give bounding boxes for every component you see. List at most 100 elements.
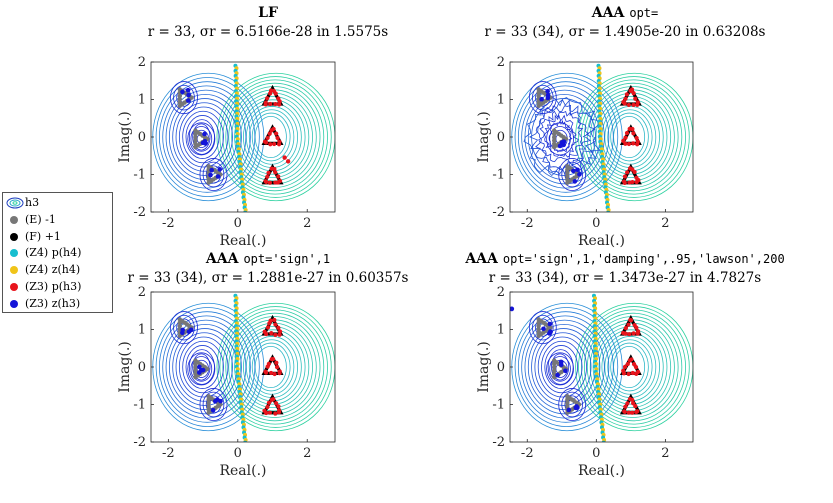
- contour-line: [173, 84, 195, 111]
- contour-line: [549, 356, 571, 382]
- y-tick-label: -1: [492, 398, 505, 413]
- y-tick-label: -2: [133, 435, 146, 450]
- pole-h3-point: [265, 174, 270, 179]
- zero-h3-point: [563, 368, 568, 374]
- neg-one-point: [536, 323, 541, 329]
- neg-one-point: [195, 360, 200, 365]
- zero-h3-point: [196, 370, 202, 375]
- pole-h3-point: [272, 317, 277, 323]
- contour-line: [199, 388, 228, 421]
- plot-area: [511, 63, 693, 212]
- pole-h3-point: [266, 400, 272, 405]
- y-tick-label: 2: [497, 55, 505, 70]
- pole-h3-point: [277, 369, 282, 374]
- contour-line: [538, 110, 584, 163]
- pole-h3-point: [622, 180, 627, 186]
- contour-line: [202, 161, 225, 188]
- pole-h3-point: [276, 325, 281, 330]
- pole-h3-point: [624, 130, 630, 136]
- subplot-title: AAA opt='sign',1,'damping',.95,'lawson',2…: [464, 251, 784, 267]
- pole-h3-point: [263, 102, 268, 107]
- contour-line: [222, 79, 328, 195]
- pole-h3-point: [630, 397, 635, 402]
- pole-h4-point: [601, 440, 606, 442]
- contour-line: [610, 112, 649, 162]
- contour-line: [158, 81, 256, 193]
- legend-label: (Z4) p(h4): [25, 246, 82, 260]
- legend-marker-icon: [10, 215, 18, 224]
- title-main: AAA: [591, 5, 626, 21]
- neg-one-point: [551, 138, 557, 143]
- pole-h3-point: [626, 371, 631, 377]
- contour-line: [528, 311, 557, 345]
- contour-line: [240, 99, 306, 175]
- zero-h3-point: [186, 329, 192, 335]
- pole-h3-point: [631, 331, 636, 336]
- plot-area: [510, 293, 693, 442]
- zero-h3-point: [559, 140, 565, 145]
- contour-line: [155, 307, 260, 427]
- contour-line: [251, 112, 291, 162]
- pole-h3-point: [268, 142, 273, 147]
- legend: h3 (E) -1 (F) +1 (Z4) p(h4) (Z4) z(h4) (Z3) p…: [2, 192, 113, 313]
- pole-h3-point: [630, 410, 635, 415]
- zero-h3-point: [577, 172, 582, 177]
- x-axis-label: Real(.): [578, 233, 625, 249]
- pole-h3-point: [628, 318, 634, 323]
- neg-one-point: [179, 318, 185, 324]
- legend-entry: (Z4) z(h4): [3, 262, 113, 278]
- neg-one-point: [551, 368, 557, 373]
- contour-line: [607, 109, 653, 165]
- neg-one-point: [538, 88, 544, 94]
- pole-h3-point: [277, 102, 282, 107]
- pole-h3-point: [274, 131, 279, 136]
- contour-line: [546, 352, 574, 386]
- neg-one-point: [565, 173, 570, 179]
- pole-h3-point: [633, 404, 638, 409]
- contour-line: [178, 336, 229, 398]
- pole-h3-point: [624, 92, 629, 97]
- contour-line: [613, 115, 646, 159]
- zero-h4-point: [244, 443, 248, 447]
- contour-line: [182, 110, 224, 164]
- pole-h3-point: [634, 135, 639, 141]
- contour-icon: [6, 197, 24, 212]
- pole-h3-point: [635, 409, 640, 414]
- contour-line: [528, 99, 597, 174]
- pole-h3-point: [273, 101, 278, 107]
- pole-h3-point: [268, 101, 273, 107]
- zero-h3-point: [217, 167, 223, 172]
- pole-h3-point: [264, 179, 269, 184]
- pole-h3-point: [629, 357, 634, 362]
- neg-one-point: [565, 403, 570, 409]
- contour-line: [586, 86, 679, 188]
- neg-one-point: [193, 368, 198, 373]
- pole-h3-point: [273, 332, 278, 338]
- zero-h3-point: [573, 405, 579, 411]
- contour-line: [225, 82, 325, 192]
- pole-h3-point: [265, 135, 270, 141]
- pole-h3-point: [265, 364, 270, 369]
- pole-h3-point: [273, 170, 278, 175]
- contour-line: [185, 115, 220, 159]
- contour-line: [165, 319, 247, 415]
- contour-line: [549, 126, 571, 152]
- contour-line: [583, 312, 683, 422]
- contour-line: [190, 356, 213, 382]
- title-code: opt='sign',1: [243, 252, 330, 266]
- legend-marker-icon: [10, 266, 18, 275]
- y-axis-label: Imag(.): [476, 111, 492, 163]
- pole-h3-point: [631, 91, 636, 96]
- legend-entry: (Z3) z(h3): [3, 296, 113, 312]
- pole-h3-point: [275, 135, 280, 141]
- neg-one-point: [177, 93, 183, 99]
- subplot-title: AAA opt='sign',1: [205, 251, 330, 267]
- zero-h3-point: [545, 88, 550, 94]
- pole-h3-point: [625, 361, 630, 367]
- contour-line: [199, 158, 228, 191]
- pole-h4-point: [606, 210, 611, 212]
- contour-line: [228, 86, 321, 188]
- legend-label: (Z3) z(h3): [25, 296, 81, 310]
- x-tick-label: 2: [661, 446, 669, 461]
